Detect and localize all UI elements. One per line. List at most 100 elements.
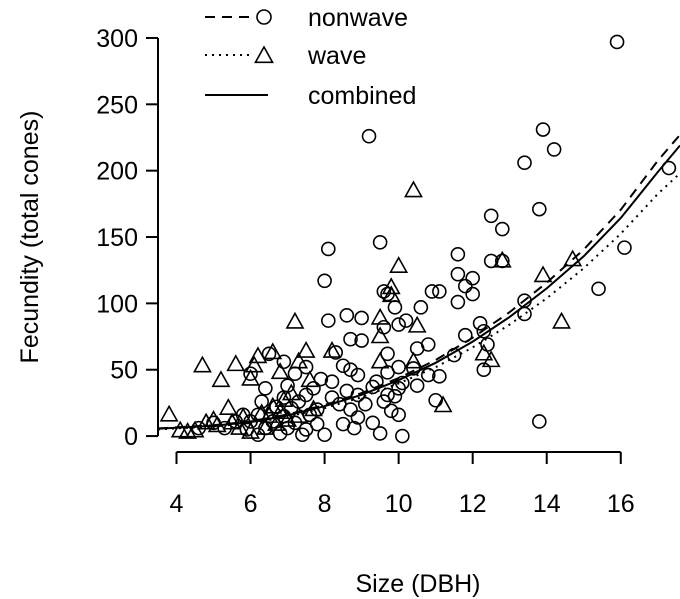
nonwave-point [450, 294, 466, 310]
wave-point [389, 256, 409, 273]
nonwave-point [483, 208, 499, 224]
wave-point [226, 354, 246, 372]
y-tick-label: 0 [124, 423, 138, 451]
wave-point [233, 407, 253, 425]
nonwave-point [494, 221, 510, 237]
data-points [159, 34, 677, 444]
wave-point [433, 395, 453, 413]
wave-point [381, 285, 401, 303]
nonwave-point [280, 420, 295, 436]
nonwave-point [243, 414, 258, 429]
nonwave-point [261, 346, 277, 362]
nonwave-point [661, 160, 677, 176]
nonwave-point [365, 415, 381, 431]
nonwave-point [350, 410, 366, 425]
y-tick-label: 250 [96, 91, 138, 119]
wave-point [304, 399, 323, 417]
wave-point [218, 398, 238, 415]
nonwave-point [532, 414, 547, 429]
legend-nonwave-label: nonwave [308, 4, 408, 32]
wave-point [281, 383, 301, 401]
nonwave-point [376, 394, 392, 409]
nonwave-point [617, 240, 632, 255]
wave-point [241, 368, 260, 386]
y-axis-title: Fecundity (total cones) [16, 111, 44, 364]
x-tick-label: 14 [533, 490, 561, 518]
wave-point [244, 355, 264, 373]
nonwave-point [376, 284, 392, 299]
nonwave-point [432, 369, 447, 384]
wave-point [552, 311, 571, 329]
wave-point [533, 265, 553, 283]
wave-point [241, 421, 260, 439]
nonwave-point [472, 315, 488, 331]
nonwave-point [428, 392, 443, 408]
nonwave-point [476, 362, 492, 378]
nonwave-point [372, 235, 388, 250]
wave-point [404, 351, 423, 369]
nonwave-point [335, 358, 351, 374]
nonwave-point [398, 313, 414, 328]
wave-point [159, 404, 179, 422]
nonwave-point [413, 300, 429, 315]
nonwave-point [480, 337, 495, 352]
nonwave-point [320, 313, 336, 328]
nonwave-point [591, 281, 606, 297]
wave-point [370, 307, 390, 325]
wave-point [196, 412, 216, 430]
nonwave-point [346, 420, 362, 436]
nonwave-point [409, 378, 425, 393]
nonwave-point [383, 403, 399, 419]
nonwave-point [339, 308, 355, 323]
wave-point [563, 249, 583, 267]
wave-point [474, 343, 494, 361]
fit-lines [158, 134, 680, 431]
nonwave-point [609, 34, 625, 50]
wave-fit-line [158, 172, 680, 431]
legend-combined-label: combined [308, 82, 416, 110]
wave-point [404, 180, 423, 198]
x-tick-label: 4 [170, 490, 184, 518]
axes: 0 50 100 150 200 250 300 4 6 8 10 12 14 16 [96, 25, 634, 518]
nonwave-point [295, 427, 310, 443]
nonwave-point [317, 427, 332, 443]
nonwave-point [546, 142, 562, 157]
nonwave-point [532, 201, 547, 217]
wave-point [370, 326, 390, 344]
x-axis-title: Size (DBH) [355, 570, 480, 598]
nonwave-point [320, 241, 336, 257]
nonwave-point [387, 300, 403, 315]
nonwave-point [276, 354, 292, 370]
nonwave-point [361, 128, 377, 144]
x-tick-label: 12 [459, 490, 487, 518]
y-tick-label: 300 [96, 25, 138, 53]
nonwave-point [446, 347, 462, 363]
x-tick-label: 10 [385, 490, 413, 518]
nonwave-point [424, 284, 440, 299]
wave-point [370, 351, 390, 369]
nonwave-point [254, 394, 269, 409]
nonwave-point [258, 381, 273, 396]
nonwave-point [420, 367, 436, 383]
wave-point [289, 406, 309, 423]
nonwave-point [243, 366, 258, 382]
nonwave-point [395, 428, 410, 444]
nonwave-point [354, 333, 369, 348]
nonwave-point [457, 278, 473, 294]
wave-point [407, 315, 427, 333]
nonwave-point [350, 387, 366, 403]
nonwave-point [328, 345, 344, 360]
nonwave-point [457, 327, 473, 343]
nonwave-point [476, 323, 492, 339]
nonwave-point [343, 362, 358, 378]
nonwave-point [517, 155, 532, 171]
y-tick-label: 150 [96, 224, 138, 252]
nonwave-point [465, 270, 480, 286]
nonwave-point [350, 367, 366, 383]
nonwave-point [317, 273, 332, 289]
nonwave-point [358, 396, 373, 412]
wave-point [296, 341, 316, 358]
wave-point [178, 421, 198, 439]
